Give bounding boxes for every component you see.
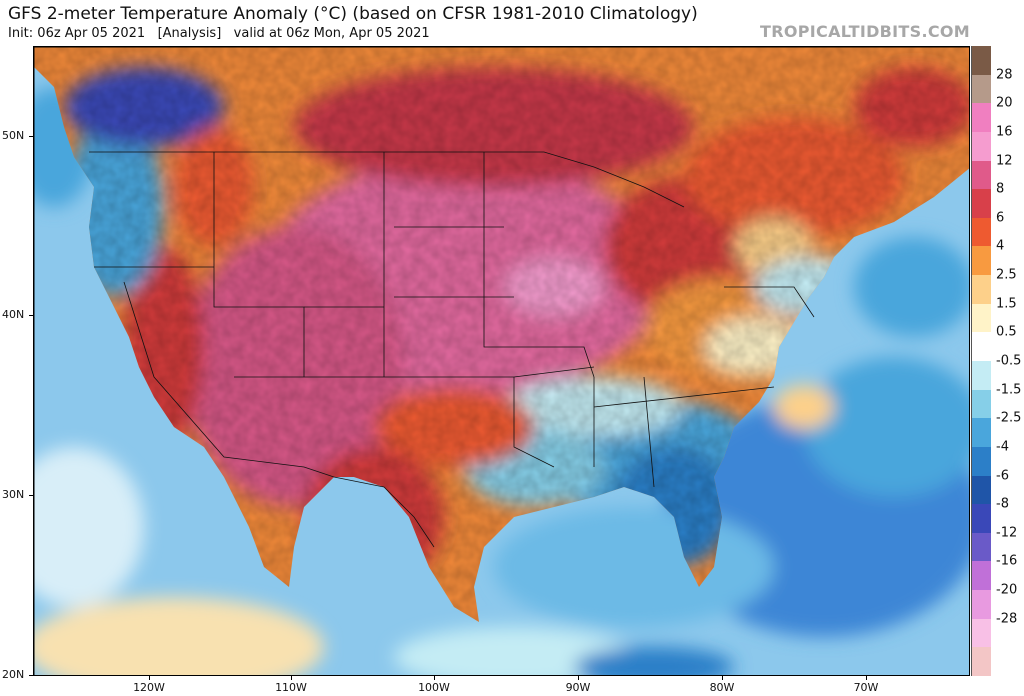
lon-tick	[722, 676, 723, 680]
colorbar-swatch	[971, 189, 991, 219]
colorbar-swatch	[971, 389, 991, 419]
lon-tick	[434, 676, 435, 680]
colorbar-label: -20	[996, 582, 1018, 598]
colorbar-label: -1.5	[996, 382, 1022, 398]
colorbar-label: -6	[996, 468, 1009, 484]
lon-tick	[578, 676, 579, 680]
colorbar-swatch	[971, 131, 991, 162]
colorbar-swatch	[971, 532, 991, 562]
colorbar-swatch	[971, 74, 991, 104]
lon-tick	[866, 676, 867, 680]
chart-subtitle: Init: 06z Apr 05 2021 [Analysis] valid a…	[8, 26, 430, 41]
map-canvas	[34, 47, 969, 675]
colorbar-label: -4	[996, 439, 1009, 455]
lat-tick	[29, 136, 33, 137]
lon-tick	[291, 676, 292, 680]
colorbar-label: -16	[996, 553, 1018, 569]
lat-tick	[29, 315, 33, 316]
colorbar-swatch	[971, 418, 991, 448]
lat-label-40n: 40N	[2, 308, 25, 321]
colorbar-label: 0.5	[996, 324, 1017, 340]
brand-watermark: TROPICALTIDBITS.COM	[760, 22, 970, 41]
colorbar-swatch	[971, 46, 991, 76]
colorbar-label: 1.5	[996, 296, 1017, 312]
colorbar-label: -28	[996, 611, 1018, 627]
colorbar-label: 16	[996, 124, 1013, 140]
lat-tick	[29, 495, 33, 496]
colorbar	[971, 46, 991, 677]
colorbar-label: 20	[996, 95, 1013, 111]
colorbar-swatch	[971, 446, 991, 477]
colorbar-label: 28	[996, 67, 1013, 83]
lon-label-80w: 80W	[709, 681, 735, 694]
colorbar-swatch	[971, 504, 991, 534]
lat-label-30n: 30N	[2, 488, 25, 501]
colorbar-swatch	[971, 647, 991, 677]
colorbar-swatch	[971, 103, 991, 133]
anomaly-map	[33, 46, 970, 676]
lat-tick	[29, 675, 33, 676]
colorbar-label: -12	[996, 525, 1018, 541]
colorbar-label: -8	[996, 496, 1009, 512]
colorbar-swatch	[971, 618, 991, 648]
lon-label-90w: 90W	[565, 681, 591, 694]
colorbar-swatch	[971, 590, 991, 620]
lon-label-120w: 120W	[133, 681, 165, 694]
colorbar-label: -0.5	[996, 353, 1022, 369]
colorbar-swatch	[971, 561, 991, 591]
chart-title: GFS 2-meter Temperature Anomaly (°C) (ba…	[8, 4, 698, 24]
lon-tick	[149, 676, 150, 680]
colorbar-swatch	[971, 361, 991, 391]
political-borders	[89, 151, 815, 548]
lon-label-100w: 100W	[418, 681, 450, 694]
colorbar-label: 2.5	[996, 267, 1017, 283]
colorbar-swatch	[971, 217, 991, 247]
colorbar-label: -2.5	[996, 410, 1022, 426]
colorbar-label: 6	[996, 210, 1005, 226]
colorbar-swatch	[971, 332, 991, 362]
colorbar-swatch	[971, 303, 991, 333]
colorbar-swatch	[971, 475, 991, 505]
colorbar-swatch	[971, 160, 991, 190]
colorbar-label: 8	[996, 181, 1005, 197]
lat-label-50n: 50N	[2, 129, 25, 142]
lon-label-110w: 110W	[275, 681, 307, 694]
lon-label-70w: 70W	[853, 681, 879, 694]
lat-label-20n: 20N	[2, 668, 25, 681]
colorbar-label: 4	[996, 238, 1005, 254]
ocean-anomaly-field	[34, 87, 969, 675]
colorbar-label: 12	[996, 153, 1013, 169]
colorbar-swatch	[971, 275, 991, 305]
colorbar-swatch	[971, 246, 991, 276]
